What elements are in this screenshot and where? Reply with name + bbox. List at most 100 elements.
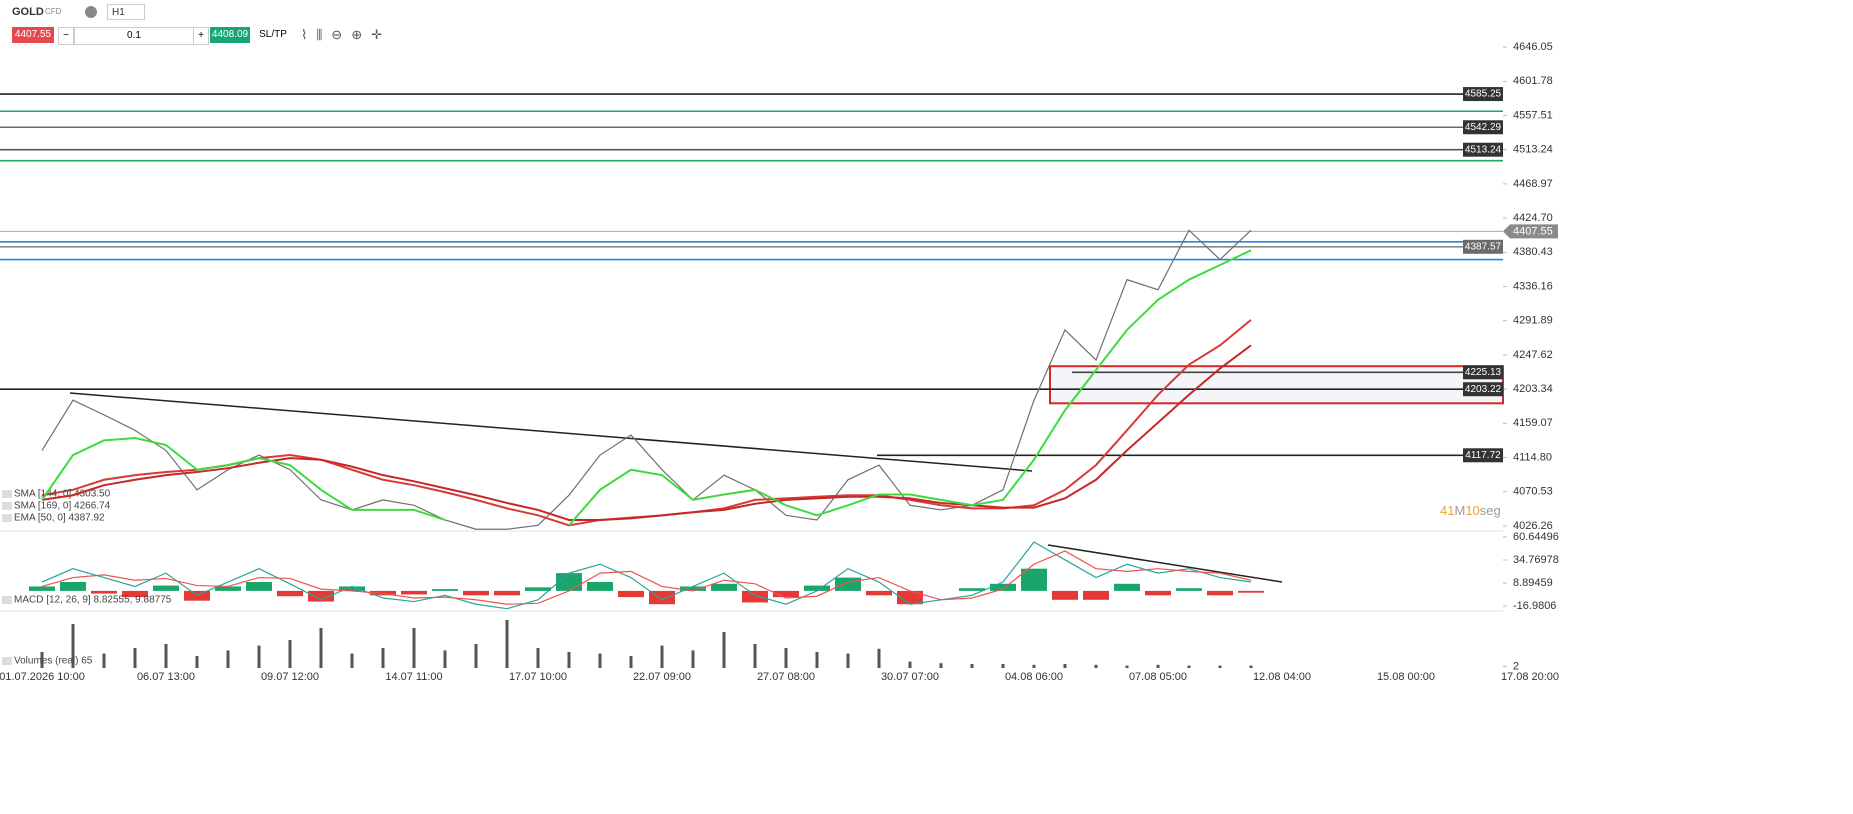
level-badge — [1463, 382, 1503, 397]
histogram-bar — [91, 590, 117, 594]
volume-bar — [102, 653, 106, 668]
histogram-bar — [525, 587, 551, 591]
y-tick-label: 60.64496 — [1513, 531, 1559, 543]
level-label: 4203.22 — [1465, 384, 1502, 395]
volume-bar — [722, 632, 726, 668]
histogram-bar — [990, 583, 1016, 591]
y-tick-label: 4291.89 — [1513, 315, 1553, 327]
histogram-bar — [432, 589, 458, 591]
y-tick-label: 4380.43 — [1513, 246, 1553, 258]
volume-bar — [536, 648, 540, 668]
countdown-part: 10 — [1465, 503, 1479, 518]
histogram-bar — [680, 586, 706, 591]
macd-line — [41, 541, 1252, 610]
level-label: 4585.25 — [1465, 89, 1502, 100]
volume-bar — [846, 653, 850, 668]
volume-bar — [970, 664, 974, 668]
x-tick-label: 06.07 13:00 — [137, 671, 195, 683]
y-tick-label: 8.89459 — [1513, 577, 1553, 589]
level-badge — [1463, 239, 1503, 254]
volume-input[interactable]: 0.1 — [74, 27, 194, 45]
legend-label: EMA [50, 0] 4387.92 — [14, 513, 105, 524]
increase-button[interactable]: + — [193, 27, 209, 45]
sl-tp-button[interactable]: SL/TP — [259, 29, 287, 40]
histogram-bar — [711, 583, 737, 591]
x-tick-label: 01.07.2026 10:00 — [0, 671, 85, 683]
y-tick-label: 4336.16 — [1513, 280, 1553, 292]
indicator-line — [41, 249, 1252, 527]
chart-tools[interactable]: ⌇⫼⊖⊕✛ — [300, 27, 391, 42]
macd-line — [41, 550, 1252, 605]
y-tick-label: 4646.05 — [1513, 41, 1553, 53]
y-tick-label: 4026.26 — [1513, 520, 1553, 532]
indicator-line — [41, 344, 1252, 521]
legend-icon — [2, 596, 12, 604]
histogram-bar — [308, 590, 334, 602]
volume-bar — [1063, 664, 1067, 668]
histogram-bar — [1083, 590, 1109, 600]
y-tick-label: 4557.51 — [1513, 109, 1553, 121]
volume-bar — [505, 620, 509, 668]
decrease-button[interactable]: − — [58, 27, 74, 45]
buy-button[interactable]: 4408.09 — [210, 27, 250, 43]
histogram-bar — [122, 590, 148, 598]
histogram-bar — [742, 590, 768, 603]
volume-bar — [598, 653, 602, 668]
info-icon[interactable] — [85, 6, 97, 18]
volume-bar — [40, 652, 44, 668]
y-tick-label: 34.76978 — [1513, 554, 1559, 566]
countdown-part: 41 — [1440, 503, 1454, 518]
volume-bar — [226, 650, 230, 668]
level-badge — [1463, 120, 1503, 135]
histogram-bar — [804, 585, 830, 591]
x-tick-label: 09.07 12:00 — [261, 671, 319, 683]
legend-icon — [2, 490, 12, 498]
trendline — [1047, 544, 1283, 583]
countdown-part: M — [1454, 503, 1465, 518]
histogram-bar — [1052, 590, 1078, 600]
level-label: 4542.29 — [1465, 122, 1502, 133]
x-tick-label: 12.08 04:00 — [1253, 671, 1311, 683]
histogram-bar — [339, 586, 365, 591]
level-badge — [1463, 365, 1503, 380]
sell-button[interactable]: 4407.55 — [12, 27, 54, 43]
volume-bar — [753, 644, 757, 668]
histogram-bar — [463, 590, 489, 596]
level-label: 4117.72 — [1465, 450, 1501, 461]
volume-bar — [1187, 665, 1191, 668]
y-tick-label: 4070.53 — [1513, 486, 1553, 498]
histogram-bar — [1145, 590, 1171, 596]
histogram-bar — [277, 590, 303, 597]
volume-bar — [908, 661, 912, 668]
volume-bar — [629, 656, 633, 668]
histogram-bar — [494, 590, 520, 596]
legend-icon — [2, 502, 12, 510]
x-tick-label: 27.07 08:00 — [757, 671, 815, 683]
legend-icon — [2, 657, 12, 665]
histogram-bar — [1207, 590, 1233, 596]
volume-bar — [443, 650, 447, 668]
y-tick-label: 4247.62 — [1513, 349, 1553, 361]
y-tick-label: 4114.80 — [1513, 451, 1552, 463]
histogram-bar — [1238, 590, 1264, 593]
histogram-bar — [1176, 588, 1202, 591]
x-tick-label: 17.08 20:00 — [1501, 671, 1559, 683]
y-tick-label: -16.9806 — [1513, 600, 1556, 612]
level-badge — [1463, 142, 1503, 157]
histogram-bar — [835, 577, 861, 591]
level-badge — [1463, 87, 1503, 102]
x-tick-label: 14.07 11:00 — [385, 671, 442, 683]
y-tick-label: 4513.24 — [1513, 144, 1553, 156]
volume-bar — [1032, 664, 1036, 668]
volume-bar — [815, 652, 819, 668]
y-tick-label: 4468.97 — [1513, 178, 1553, 190]
legend-icon — [2, 514, 12, 522]
histogram-bar — [1021, 568, 1047, 591]
histogram-bar — [618, 590, 644, 598]
histogram-bar — [215, 586, 241, 591]
volume-bar — [1156, 664, 1160, 668]
indicator-label: Volumes (real) 65 — [14, 656, 93, 667]
volume-bar — [350, 653, 354, 668]
timeframe-select[interactable]: H1 — [107, 4, 145, 20]
